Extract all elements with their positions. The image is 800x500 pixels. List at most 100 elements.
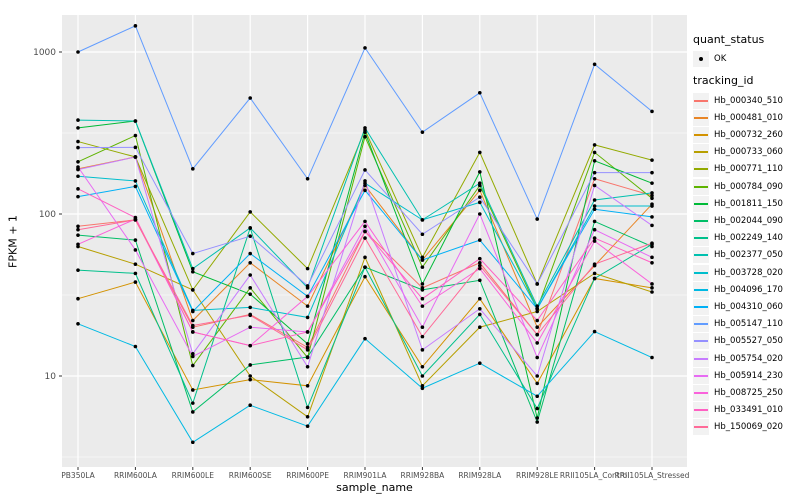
data-point [363,265,367,269]
data-point [191,352,195,356]
data-point [420,255,425,260]
legend-item-label: Hb_033491_010 [714,405,783,416]
legend-item-Hb_005147_110: Hb_005147_110 [693,316,783,333]
data-point [305,348,310,352]
legend-item-label: OK [714,53,727,64]
line-key-icon [693,402,709,419]
data-point [133,145,138,150]
legend-item-label: Hb_005147_110 [714,319,783,330]
data-point [478,170,482,174]
data-point [592,204,597,208]
legend-item-Hb_003728_020: Hb_003728_020 [693,264,783,281]
data-point [478,263,482,268]
line-key-icon [693,333,709,350]
data-point [248,325,252,330]
data-point [305,266,310,271]
line-key-icon [693,109,709,126]
data-point [592,227,597,232]
data-point [248,96,252,100]
data-point [191,410,195,414]
data-point [191,309,195,314]
data-point [191,266,195,271]
data-point [363,179,367,183]
line-key-icon [693,316,709,333]
legend-item-Hb_008725_250: Hb_008725_250 [693,384,783,401]
data-point [535,332,539,337]
y-axis-title: FPKM + 1 [6,215,20,268]
data-point [133,179,138,183]
line-key-icon [693,126,709,143]
data-point [76,242,80,247]
data-point [478,278,482,283]
data-point [363,255,367,260]
data-point [133,119,138,123]
data-point [478,266,482,271]
data-point [248,251,252,256]
line-key-icon [693,264,709,281]
legend-item-label: Hb_000732_260 [714,129,783,140]
data-point [248,305,252,310]
data-point [650,170,654,175]
y-tick-label: 100 [39,210,56,220]
data-point [650,196,654,201]
data-point [363,126,367,130]
data-point [478,188,482,193]
data-point [478,306,482,311]
data-point [76,145,80,150]
data-point [248,403,252,408]
data-point [420,296,425,301]
line-key-icon [693,247,709,264]
data-point [76,322,80,326]
data-point [650,290,654,294]
data-point [420,265,425,269]
legend-item-label: Hb_004096_170 [714,284,783,295]
line-key-icon [693,367,709,384]
y-tick-label: 10 [45,372,57,382]
data-point [363,274,367,279]
data-point [650,282,654,286]
legend-item-Hb_004096_170: Hb_004096_170 [693,281,783,298]
legend-item-label: Hb_008725_250 [714,387,783,398]
legend-item-Hb_000481_010: Hb_000481_010 [693,109,783,126]
data-point [650,260,654,265]
x-tick-label: RRIM600PE [286,471,329,480]
data-point [363,188,367,193]
data-point [76,118,80,122]
data-point [248,374,252,378]
data-point [535,341,539,345]
data-point [191,440,195,445]
data-point [305,383,310,388]
data-point [535,282,539,286]
data-point [363,46,367,50]
x-tick-label: RRII105LA_Control [560,471,630,480]
data-point [478,150,482,155]
data-point [76,268,80,272]
data-point [76,160,80,164]
data-point [248,363,252,367]
data-point [76,224,80,229]
data-point [420,304,425,308]
data-point [592,239,597,243]
data-point [592,198,597,202]
data-point [592,329,597,334]
data-point [535,325,539,330]
legend-item-Hb_002044_090: Hb_002044_090 [693,212,783,229]
legend-item-label: Hb_002249_140 [714,233,783,244]
data-point [420,218,425,222]
data-point [305,304,310,308]
data-point [191,318,195,323]
x-tick-label: RRII105LA_Stressed [615,471,690,480]
legend-item-Hb_000733_060: Hb_000733_060 [693,144,783,161]
line-key-icon [693,350,709,367]
x-tick-label: PB350LA [61,471,95,480]
data-point [191,269,195,274]
line-key-icon [693,92,709,109]
data-point [76,187,80,191]
data-point [305,355,310,359]
data-point [305,176,310,181]
line-key-icon [693,161,709,178]
data-point [650,255,654,260]
x-tick-label: RRIM600SE [229,471,272,480]
